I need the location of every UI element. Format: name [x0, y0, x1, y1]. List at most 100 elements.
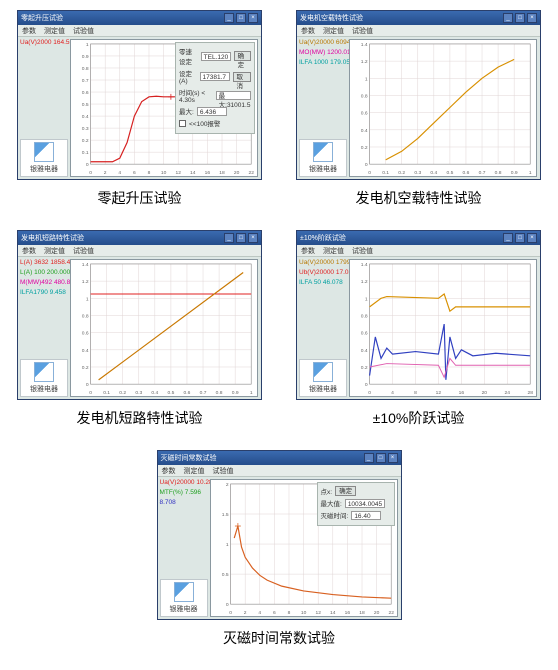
svg-text:0.4: 0.4 [151, 390, 158, 396]
svg-text:0.1: 0.1 [82, 150, 89, 156]
menu-item[interactable]: 参数 [22, 26, 36, 36]
svg-text:0.9: 0.9 [511, 170, 518, 176]
svg-text:20: 20 [373, 610, 379, 616]
svg-text:0.6: 0.6 [184, 390, 191, 396]
svg-text:0.8: 0.8 [495, 170, 502, 176]
close-icon[interactable]: × [388, 453, 398, 463]
svg-text:14: 14 [330, 610, 336, 616]
menu-item[interactable]: 试验值 [352, 26, 373, 36]
minimize-icon[interactable]: _ [224, 13, 234, 23]
brand-logo: 银雅电器 [20, 139, 68, 177]
menu-item[interactable]: 参数 [22, 246, 36, 256]
svg-text:24: 24 [505, 390, 511, 396]
maximize-icon[interactable]: □ [236, 233, 246, 243]
svg-text:10: 10 [300, 610, 306, 616]
svg-text:16: 16 [205, 170, 211, 176]
cell-0: 零起升压试验 _ □ × 参数测定值试验值Ua(V)2000 164.5517 … [17, 10, 262, 220]
logo-text: 银雅电器 [302, 164, 344, 174]
window-1: 发电机空载特性试验 _ □ × 参数测定值试验值Ua(V)20000 6094.… [296, 10, 541, 180]
close-icon[interactable]: × [248, 13, 258, 23]
window-3: ±10%阶跃试验 _ □ × 参数测定值试验值Ua(V)20000 17990.… [296, 230, 541, 400]
menu-item[interactable]: 试验值 [73, 26, 94, 36]
svg-text:2: 2 [225, 482, 228, 488]
panel-label: 设定(A) [179, 68, 197, 85]
menu-item[interactable]: 试验值 [73, 246, 94, 256]
menu-item[interactable]: 参数 [301, 246, 315, 256]
close-icon[interactable]: × [248, 233, 258, 243]
svg-text:0.8: 0.8 [82, 313, 89, 319]
panel-label: 灭磁时间: [321, 510, 349, 520]
minimize-icon[interactable]: _ [224, 233, 234, 243]
svg-text:0.6: 0.6 [82, 90, 89, 96]
menu-item[interactable]: 测定值 [323, 246, 344, 256]
stat-line: Ua(V)20000 17990.781 [299, 259, 347, 267]
maximize-icon[interactable]: □ [236, 13, 246, 23]
panel-input[interactable]: 10034.0045 [345, 499, 385, 508]
svg-text:0.2: 0.2 [398, 170, 405, 176]
menu-item[interactable]: 测定值 [323, 26, 344, 36]
svg-text:0.6: 0.6 [361, 111, 368, 117]
menu-item[interactable]: 试验值 [213, 466, 234, 476]
logo-mark-icon [34, 142, 54, 162]
panel-input[interactable]: 6.436 [197, 107, 227, 116]
panel-input[interactable]: 最大:31001.5 [216, 91, 251, 100]
menu-item[interactable]: 参数 [301, 26, 315, 36]
logo-text: 银雅电器 [23, 164, 65, 174]
menu-item[interactable]: 参数 [162, 466, 176, 476]
svg-text:12: 12 [175, 170, 181, 176]
svg-text:0.3: 0.3 [135, 390, 142, 396]
checkbox-icon[interactable] [179, 120, 186, 127]
panel-button[interactable]: 取消 [233, 72, 252, 82]
menu-item[interactable]: 测定值 [44, 246, 65, 256]
panel-input[interactable]: 16.40 [351, 511, 381, 520]
svg-text:18: 18 [219, 170, 225, 176]
svg-text:0.1: 0.1 [103, 390, 110, 396]
maximize-icon[interactable]: □ [515, 13, 525, 23]
close-icon[interactable]: × [527, 13, 537, 23]
window-0: 零起升压试验 _ □ × 参数测定值试验值Ua(V)2000 164.5517 … [17, 10, 262, 180]
svg-text:0.2: 0.2 [119, 390, 126, 396]
panel-label: 点x: [321, 486, 333, 496]
svg-text:1.5: 1.5 [221, 512, 228, 518]
svg-text:6: 6 [273, 610, 276, 616]
maximize-icon[interactable]: □ [376, 453, 386, 463]
settings-panel: 点x:确定最大值:10034.0045灭磁时间:16.40 [317, 482, 395, 526]
minimize-icon[interactable]: _ [503, 233, 513, 243]
panel-button[interactable]: 确定 [335, 486, 356, 496]
svg-text:0.8: 0.8 [361, 93, 368, 99]
minimize-icon[interactable]: _ [503, 13, 513, 23]
left-panel: Ua(V)20000 17990.781Ub(V)20000 17.032.78… [297, 257, 349, 399]
svg-text:10: 10 [161, 170, 167, 176]
brand-logo: 银雅电器 [20, 359, 68, 397]
cell-2: 发电机短路特性试验 _ □ × 参数测定值试验值L(A) 3632 1858.4… [17, 230, 262, 440]
chart-area: 00.10.20.30.40.50.60.70.80.9100.20.40.60… [70, 259, 258, 397]
chart-area: 048121620242800.20.40.60.811.21.4 [349, 259, 537, 397]
window-title: 灭磁时间常数试验 [161, 453, 217, 463]
svg-text:0.6: 0.6 [82, 331, 89, 337]
svg-text:0: 0 [89, 390, 92, 396]
stat-line: Ua(V)2000 164.5517 [20, 39, 68, 47]
svg-text:22: 22 [388, 610, 394, 616]
menu-item[interactable]: 测定值 [184, 466, 205, 476]
svg-text:1: 1 [365, 76, 368, 82]
panel-input[interactable]: TEL.120 [201, 52, 231, 61]
close-icon[interactable]: × [527, 233, 537, 243]
stat-line: ILFA 1000 179.055 [299, 59, 347, 67]
logo-text: 银雅电器 [302, 384, 344, 394]
svg-text:0: 0 [86, 382, 89, 388]
menu-item[interactable]: 试验值 [352, 246, 373, 256]
panel-input[interactable]: 17381.7 [200, 72, 230, 81]
maximize-icon[interactable]: □ [515, 233, 525, 243]
caption-0: 零起升压试验 [98, 188, 182, 208]
minimize-icon[interactable]: _ [364, 453, 374, 463]
menu-item[interactable]: 测定值 [44, 26, 65, 36]
panel-button[interactable]: 确定 [234, 51, 251, 61]
svg-text:1: 1 [529, 170, 532, 176]
svg-text:1: 1 [250, 390, 253, 396]
panel-label: 时间(s) < 4.30s [179, 87, 213, 104]
stat-line: Ua(V)20000 6094.056 [299, 39, 347, 47]
logo-mark-icon [34, 362, 54, 382]
stat-line: ILFA1790 9.458 [20, 289, 68, 297]
caption-2: 发电机短路特性试验 [77, 408, 203, 428]
stat-line: L(A) 100 200.000 [20, 269, 68, 277]
